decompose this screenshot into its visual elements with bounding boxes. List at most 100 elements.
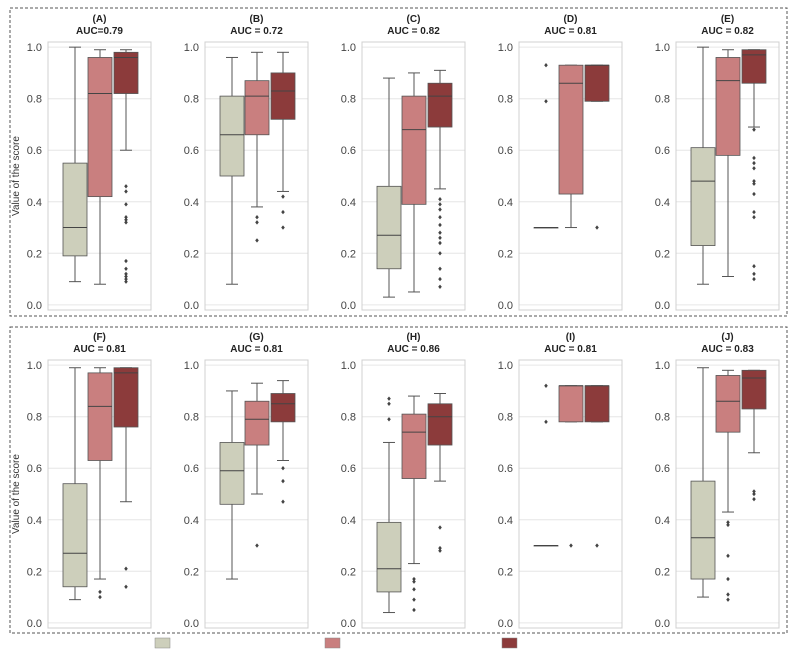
panel-g: (G)AUC = 0.81 0.0 0.2 0.4 0.6 0.8 1.0 [184, 332, 309, 630]
y-tick-label: 0.4 [341, 197, 356, 209]
outlier-point [124, 184, 128, 189]
outlier-point [438, 240, 442, 246]
outlier-point [752, 155, 756, 161]
y-tick-label: 1.0 [27, 42, 42, 54]
y-tick-label: 0.4 [655, 515, 670, 527]
y-tick-label: 1.0 [498, 42, 513, 54]
box-group [87, 49, 113, 285]
outlier-point [255, 215, 259, 220]
outlier-point [124, 217, 128, 223]
outlier-point [726, 576, 730, 582]
outlier-point [124, 279, 128, 284]
box-group [62, 367, 88, 601]
outlier-point [752, 276, 756, 282]
outlier-point [544, 99, 548, 104]
y-tick-label: 0.8 [341, 94, 356, 106]
box-group [244, 51, 270, 243]
y-tick-label: 0.4 [655, 197, 670, 209]
outlier-point [752, 160, 756, 166]
y-tick-label: 0.4 [27, 515, 42, 527]
plot-area [47, 359, 152, 629]
box-group [244, 382, 270, 548]
box-group [533, 383, 559, 547]
box-group [219, 390, 245, 580]
panel-d: (D)AUC = 0.81 0.0 0.2 0.4 0.6 0.8 1.0 [498, 14, 623, 312]
box-group [401, 395, 427, 613]
box-group [741, 49, 767, 282]
outlier-point [412, 576, 416, 582]
y-tick-label: 0.8 [184, 412, 199, 424]
box-group [741, 369, 767, 502]
panel-auc: AUC = 0.72 [230, 26, 283, 37]
panel-label: (H) [407, 332, 421, 343]
outlier-point [124, 258, 128, 264]
top-row-frame [9, 7, 788, 317]
y-tick-label: 0.0 [498, 300, 513, 312]
outlier-point [281, 499, 285, 504]
outlier-point [255, 220, 259, 225]
outlier-point [124, 274, 128, 279]
box [219, 95, 245, 177]
outlier-point [438, 235, 442, 241]
outlier-point [438, 222, 442, 228]
y-tick-label: 0.0 [655, 300, 670, 312]
outlier-point [595, 225, 599, 230]
box [270, 393, 296, 423]
panel-auc: AUC = 0.81 [544, 26, 597, 37]
legend-swatch [501, 637, 518, 649]
y-tick-label: 0.8 [655, 94, 670, 106]
box [87, 372, 113, 461]
panel-e: (E)AUC = 0.82 0.0 0.2 0.4 0.6 0.8 1.0 [655, 14, 780, 312]
outlier-point [726, 522, 730, 528]
y-tick-label: 1.0 [27, 360, 42, 372]
outlier-point [124, 276, 128, 282]
box-group [584, 385, 610, 548]
box-group [376, 396, 402, 614]
outlier-point [438, 284, 442, 290]
outlier-point [438, 251, 442, 256]
plot-area [204, 41, 309, 311]
outlier-point [124, 189, 128, 194]
outlier-point [281, 209, 285, 215]
box-group [219, 56, 245, 285]
panel-i: (I)AUC = 0.81 0.0 0.2 0.4 0.6 0.8 1.0 [498, 332, 623, 630]
y-tick-label: 0.8 [498, 94, 513, 106]
y-tick-label: 0.6 [27, 463, 42, 475]
outlier-point [281, 466, 285, 471]
box [244, 400, 270, 446]
panel-auc: AUC = 0.81 [73, 344, 126, 355]
outlier-point [124, 566, 128, 571]
box [376, 521, 402, 593]
y-tick-label: 0.8 [341, 412, 356, 424]
panel-label: (A) [93, 14, 107, 25]
y-tick-label: 0.8 [184, 94, 199, 106]
outlier-point [124, 584, 128, 589]
box-group [584, 64, 610, 230]
box-group [690, 367, 716, 598]
outlier-point [281, 225, 285, 230]
box [741, 369, 767, 410]
outlier-point [124, 220, 128, 225]
outlier-point [124, 202, 128, 207]
outlier-point [726, 553, 730, 559]
outlier-point [752, 491, 756, 497]
outlier-point [412, 597, 416, 602]
y-tick-label: 0.4 [27, 197, 42, 209]
plot-area [361, 41, 466, 311]
panel-auc: AUC = 0.83 [701, 344, 754, 355]
box [62, 483, 88, 588]
box-group [427, 393, 453, 553]
panel-auc: AUC = 0.86 [387, 344, 440, 355]
y-tick-label: 0.4 [184, 197, 199, 209]
box-group [87, 367, 113, 600]
plot-area [204, 359, 309, 629]
box [715, 57, 741, 156]
outlier-point [255, 543, 259, 548]
y-tick-label: 0.6 [184, 463, 199, 475]
y-tick-label: 0.2 [341, 248, 356, 260]
y-tick-label: 0.2 [27, 566, 42, 578]
panel-label: (D) [564, 14, 578, 25]
box [376, 185, 402, 270]
box [715, 375, 741, 433]
y-tick-label: 0.6 [498, 145, 513, 157]
